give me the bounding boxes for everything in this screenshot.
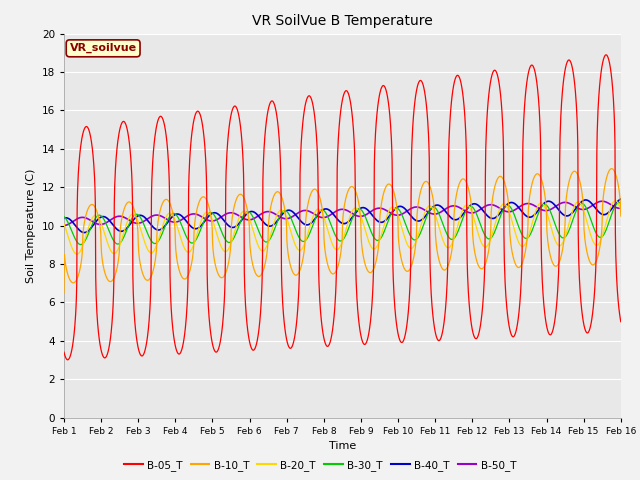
B-20_T (429, 206, 437, 212)
B-05_T (617, 319, 625, 324)
B-30_T (77, 242, 84, 248)
B-10_T (617, 213, 625, 219)
B-10_T (246, 245, 254, 251)
B-40_T (60, 216, 68, 221)
Legend: B-05_T, B-10_T, B-20_T, B-30_T, B-40_T, B-50_T: B-05_T, B-10_T, B-20_T, B-30_T, B-40_T, … (120, 456, 520, 475)
B-05_T (60, 349, 68, 355)
B-10_T (502, 183, 509, 189)
B-05_T (184, 265, 192, 271)
B-30_T (429, 204, 437, 210)
B-30_T (615, 200, 623, 205)
Y-axis label: Soil Temperature (C): Soil Temperature (C) (26, 168, 36, 283)
B-05_T (171, 340, 179, 346)
B-50_T (60, 223, 68, 228)
Line: B-05_T: B-05_T (64, 55, 621, 360)
B-20_T (184, 250, 192, 255)
B-50_T (170, 219, 178, 225)
B-10_T (429, 194, 436, 200)
B-40_T (617, 196, 625, 202)
B-30_T (246, 210, 254, 216)
B-30_T (184, 237, 192, 243)
Line: B-50_T: B-50_T (64, 201, 621, 226)
B-20_T (612, 198, 620, 204)
B-50_T (246, 217, 254, 223)
B-30_T (551, 221, 559, 227)
B-40_T (429, 204, 437, 210)
B-30_T (171, 211, 179, 216)
B-40_T (80, 230, 88, 236)
B-10_T (551, 263, 559, 269)
B-10_T (170, 219, 178, 225)
Line: B-30_T: B-30_T (64, 203, 621, 245)
B-50_T (502, 208, 509, 214)
B-20_T (171, 216, 179, 222)
B-20_T (617, 207, 625, 213)
Title: VR SoilVue B Temperature: VR SoilVue B Temperature (252, 14, 433, 28)
B-05_T (429, 315, 437, 321)
B-05_T (551, 316, 559, 322)
B-40_T (502, 203, 509, 209)
B-20_T (502, 202, 509, 208)
Text: VR_soilvue: VR_soilvue (70, 43, 137, 53)
B-10_T (607, 166, 615, 171)
B-50_T (617, 205, 625, 211)
B-30_T (617, 201, 625, 206)
B-40_T (551, 203, 559, 208)
B-05_T (63, 357, 71, 363)
B-10_T (184, 273, 191, 279)
B-50_T (551, 204, 559, 210)
B-20_T (246, 219, 254, 225)
Line: B-40_T: B-40_T (64, 199, 621, 233)
B-30_T (60, 214, 68, 219)
X-axis label: Time: Time (329, 441, 356, 451)
B-50_T (598, 198, 606, 204)
B-40_T (246, 209, 254, 215)
B-05_T (246, 343, 254, 348)
B-10_T (60, 290, 68, 296)
B-20_T (551, 237, 559, 243)
B-40_T (171, 212, 179, 218)
B-20_T (60, 221, 68, 227)
B-30_T (502, 203, 509, 209)
B-05_T (602, 52, 610, 58)
B-05_T (502, 293, 509, 299)
B-40_T (184, 221, 192, 227)
Line: B-20_T: B-20_T (64, 201, 621, 254)
B-50_T (184, 213, 191, 218)
B-50_T (429, 211, 436, 217)
B-20_T (73, 252, 81, 257)
Line: B-10_T: B-10_T (64, 168, 621, 293)
